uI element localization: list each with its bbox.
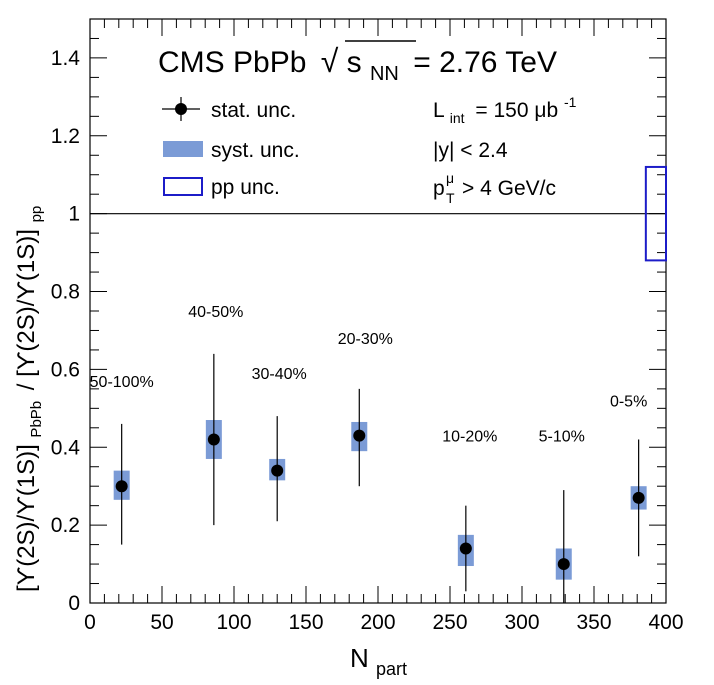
y-title-lhs-sub: PbPb: [28, 401, 45, 438]
centrality-labels: 50-100% 40-50% 30-40% 20-30% 10-20% 5-10% 0-5%: [90, 304, 648, 446]
chart-title: CMS PbPb √ s NN = 2.76 TeV: [158, 43, 557, 87]
x-tick-label: 150: [288, 611, 323, 634]
pt-cut-p: p: [433, 177, 445, 200]
y-tick-label: 1.2: [51, 125, 80, 148]
legend-syst-label: syst. unc.: [211, 139, 300, 162]
pp-uncertainty-box: [644, 165, 668, 262]
centrality-label: 50-100%: [90, 374, 154, 391]
x-tick-labels: 0 50 100 150 200 250 300 350 400: [84, 611, 683, 634]
y-tick-label: 0: [68, 592, 80, 615]
pt-cut-value: > 4 GeV/c: [462, 177, 556, 200]
y-tick-label: 1.4: [51, 47, 81, 70]
y-tick-label: 1: [68, 203, 80, 226]
x-tick-label: 0: [84, 611, 96, 634]
y-axis-title: [ϒ(2S)/ϒ(1S)] PbPb / [ϒ(2S)/ϒ(1S)] pp: [13, 206, 47, 592]
legend: stat. unc. syst. unc. pp unc.: [162, 97, 300, 199]
legend-stat-label: stat. unc.: [211, 99, 296, 122]
rapidity-annotation: |y| < 2.4: [433, 139, 508, 162]
legend-pp-swatch: [163, 177, 203, 196]
y-title-lhs: [ϒ(2S)/ϒ(1S)]: [13, 444, 40, 592]
y-tick-label: 0.6: [51, 358, 80, 381]
x-tick-label: 400: [648, 611, 683, 634]
data-point-marker: [557, 558, 570, 571]
x-tick-label: 50: [150, 611, 173, 634]
centrality-label: 0-5%: [610, 393, 647, 410]
x-tick-label: 250: [432, 611, 467, 634]
data-point-marker: [353, 429, 366, 442]
x-axis-title: N part: [350, 643, 407, 679]
y-title-rhs: / [ϒ(2S)/ϒ(1S)]: [13, 229, 40, 390]
data-point-marker: [207, 433, 220, 446]
x-tick-label: 100: [216, 611, 251, 634]
data-points: [113, 353, 647, 603]
centrality-label: 5-10%: [539, 428, 585, 445]
y-tick-labels: 0 0.2 0.4 0.6 0.8 1 1.2 1.4: [51, 47, 81, 615]
title-nn-subscript: NN: [370, 63, 399, 85]
y-title-rhs-sub: pp: [28, 206, 45, 223]
legend-pp-label: pp unc.: [211, 176, 280, 199]
centrality-label: 40-50%: [188, 304, 243, 321]
lumi-sup: -1: [564, 94, 577, 110]
lumi-value: = 150 μb: [475, 99, 558, 122]
x-tick-label: 200: [360, 611, 395, 634]
centrality-label: 20-30%: [338, 331, 393, 348]
centrality-label: 10-20%: [442, 428, 497, 445]
centrality-label: 30-40%: [252, 366, 307, 383]
title-s: s: [347, 46, 362, 79]
lumi-main: L: [433, 99, 444, 122]
x-title-main: N: [350, 643, 369, 673]
sqrt-symbol: √: [321, 43, 339, 79]
legend-stat-marker: [175, 103, 187, 115]
title-energy: = 2.76 TeV: [413, 46, 557, 79]
luminosity-annotation: L int = 150 μb -1: [433, 94, 577, 128]
legend-syst-swatch: [163, 141, 203, 157]
title-main: CMS PbPb: [158, 46, 306, 79]
y-tick-label: 0.4: [51, 436, 81, 459]
y-tick-label: 0.8: [51, 281, 80, 304]
x-tick-label: 350: [576, 611, 611, 634]
lumi-sub: int: [450, 110, 465, 126]
data-point-marker: [271, 464, 284, 477]
x-title-sub: part: [376, 659, 407, 679]
data-point-marker: [459, 542, 472, 555]
data-point-marker: [115, 480, 128, 493]
pt-cut-mu: μ: [446, 170, 454, 186]
x-tick-label: 300: [504, 611, 539, 634]
pt-cut-t: T: [446, 190, 455, 206]
y-tick-label: 0.2: [51, 514, 80, 537]
axis-ticks: [89, 18, 667, 604]
data-point-marker: [632, 491, 645, 504]
